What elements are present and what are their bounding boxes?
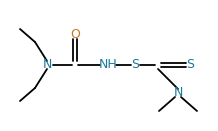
Text: N: N xyxy=(173,86,183,100)
Text: N: N xyxy=(42,59,52,72)
Text: S: S xyxy=(131,59,139,72)
Text: NH: NH xyxy=(99,59,117,72)
Text: S: S xyxy=(186,59,194,72)
Text: O: O xyxy=(70,29,80,42)
